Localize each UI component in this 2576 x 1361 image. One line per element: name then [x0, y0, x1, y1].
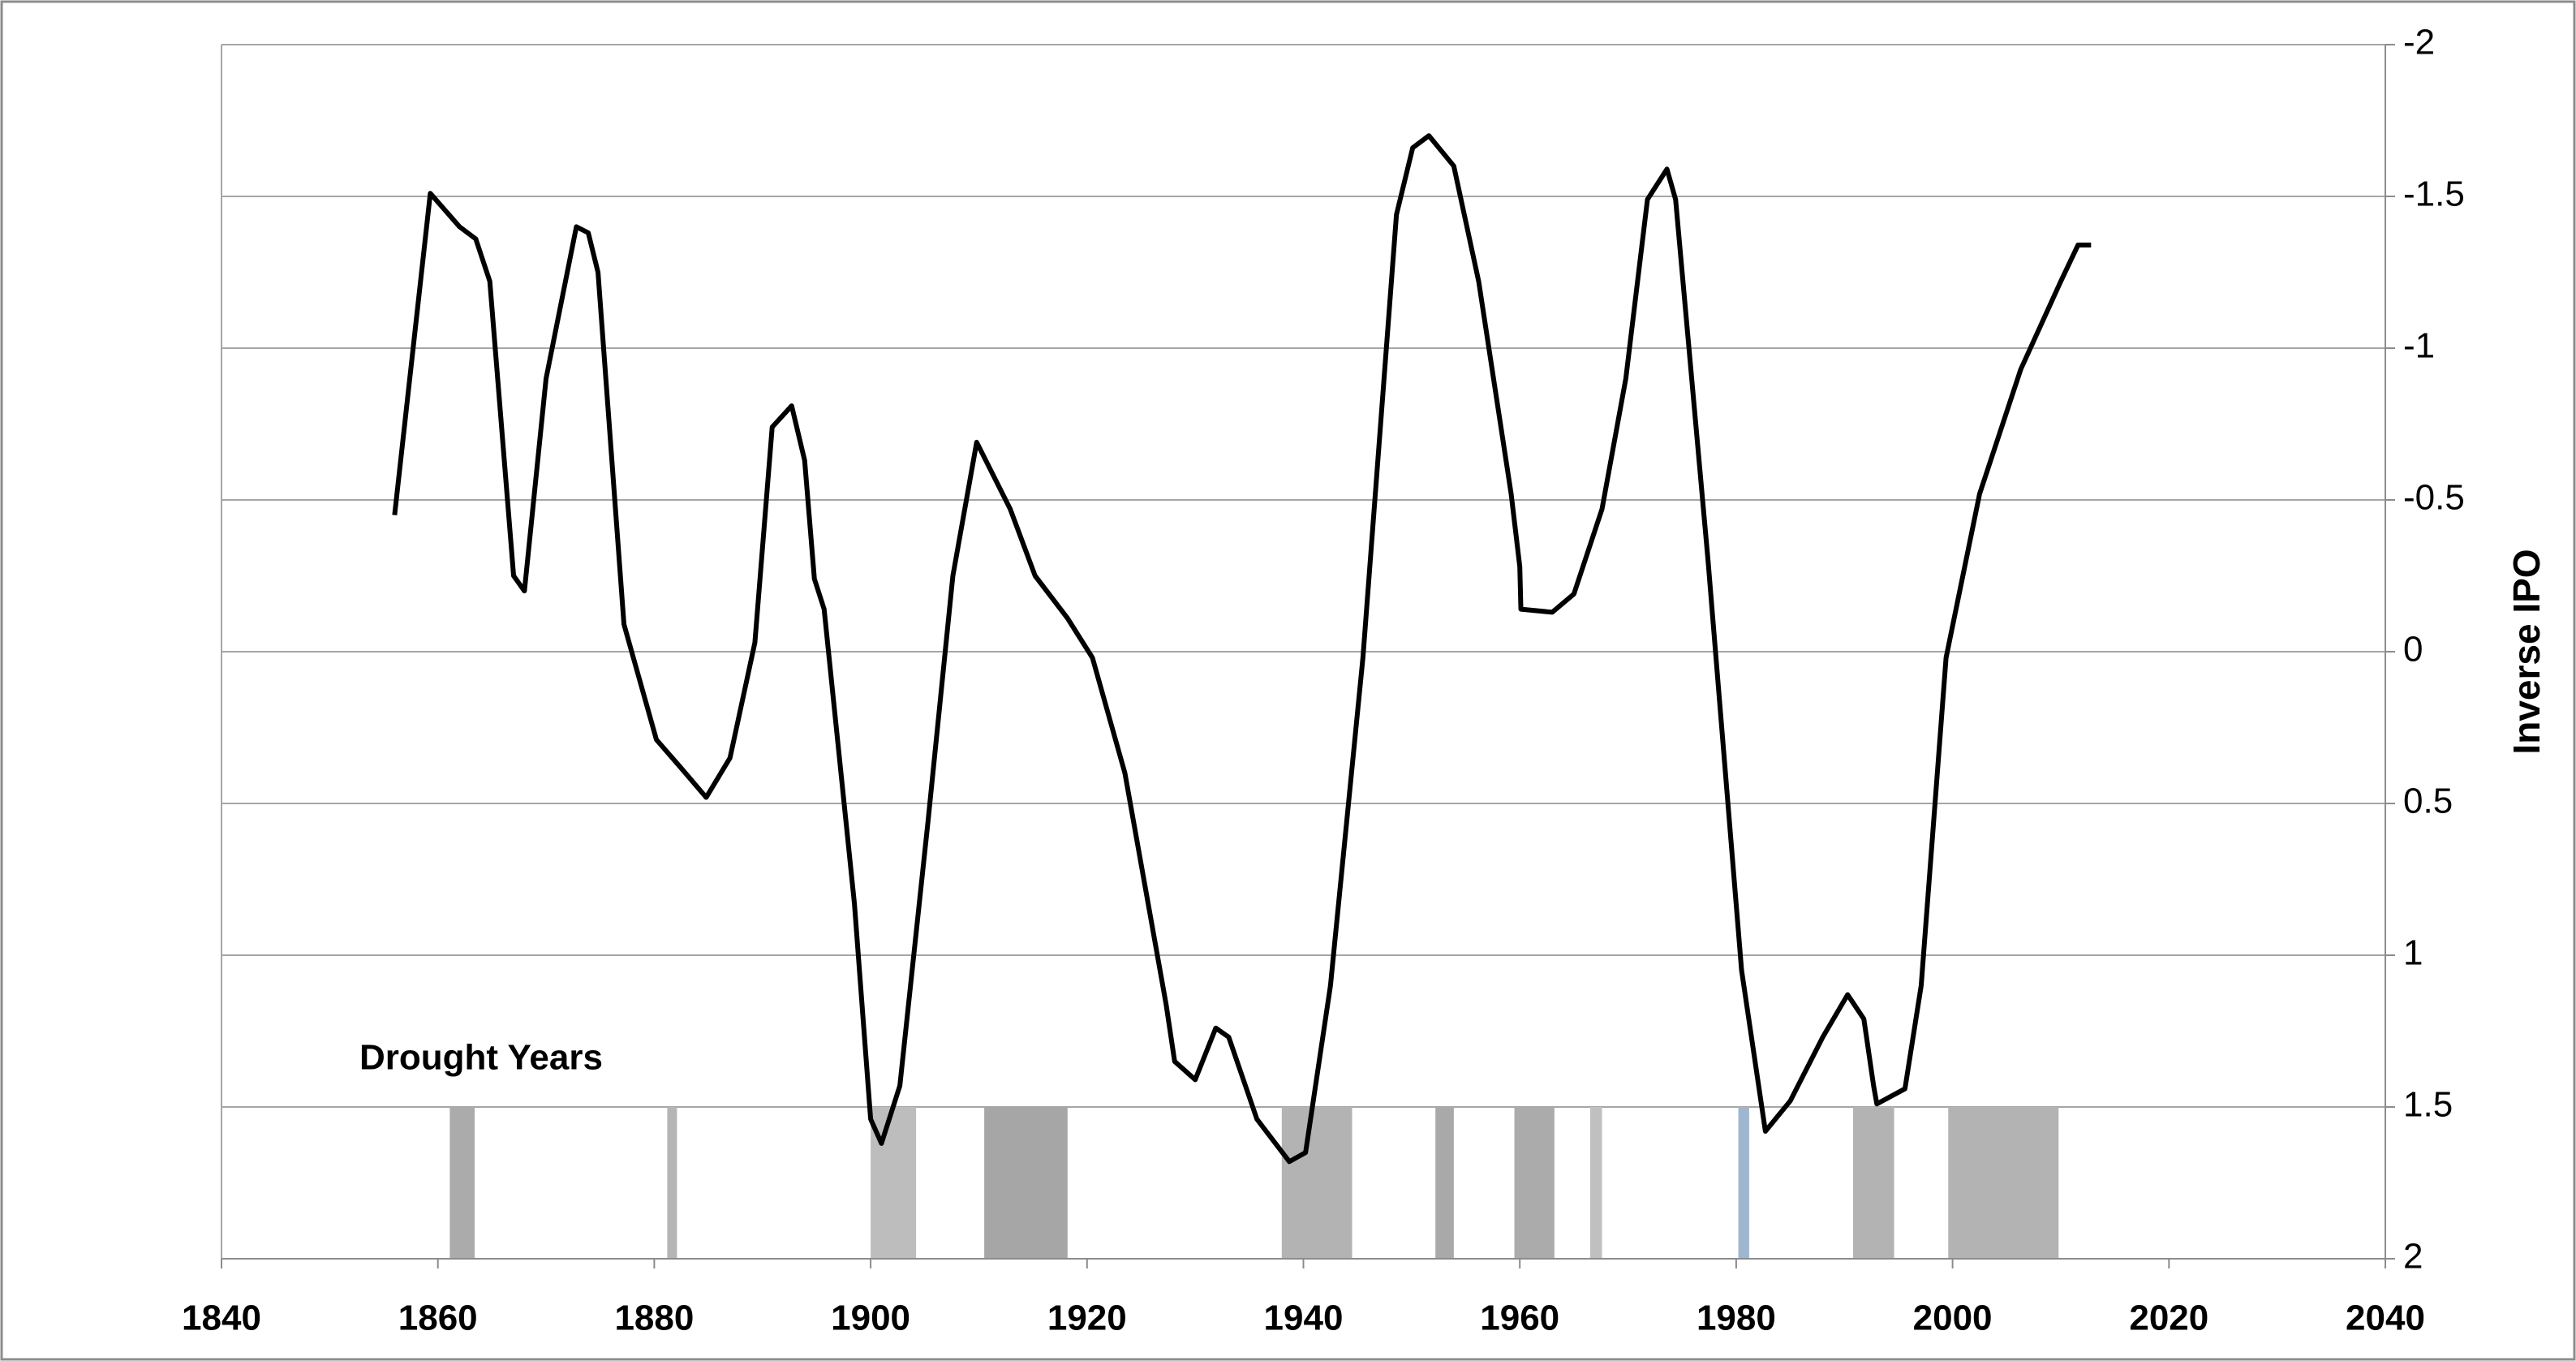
x-tick-label: 2040 — [2346, 1299, 2425, 1338]
x-tick-label: 1960 — [1480, 1299, 1559, 1338]
drought-bar — [449, 1107, 475, 1259]
y-tick-label: 0 — [2403, 630, 2423, 670]
drought-bar — [667, 1107, 677, 1259]
x-tick-label: 1920 — [1047, 1299, 1127, 1338]
x-tick-label: 2000 — [1913, 1299, 1993, 1338]
drought-bar — [1435, 1107, 1454, 1259]
data-line — [392, 133, 2092, 1165]
x-tick-label: 1840 — [182, 1299, 261, 1338]
annotation: Drought Years — [359, 1038, 603, 1078]
y-tick-label: 2 — [2403, 1237, 2423, 1277]
y-tick-label: 0.5 — [2403, 782, 2453, 821]
x-tick-label: 2020 — [2129, 1299, 2208, 1338]
x-tick-label: 1880 — [614, 1299, 694, 1338]
y-tick-label: -1 — [2403, 326, 2435, 366]
drought-bar — [1589, 1107, 1602, 1259]
drought-bar — [984, 1107, 1068, 1259]
drought-bar — [1514, 1107, 1555, 1259]
y-tick-label: -0.5 — [2403, 478, 2465, 518]
x-tick-label: 1900 — [831, 1299, 910, 1338]
x-tick-label: 1860 — [398, 1299, 478, 1338]
drought-bar — [1281, 1107, 1353, 1259]
drought-bar — [1852, 1107, 1894, 1259]
x-tick-label: 1940 — [1264, 1299, 1344, 1338]
y-tick-label: -1.5 — [2403, 174, 2465, 214]
y-tick-label: -2 — [2403, 23, 2435, 62]
drought-bar — [1738, 1107, 1749, 1259]
drought-bar — [1948, 1107, 2059, 1259]
y-axis-title: Inverse IPO — [2505, 549, 2548, 754]
y-tick-label: 1 — [2403, 933, 2423, 973]
y-tick-label: 1.5 — [2403, 1085, 2453, 1125]
x-tick-label: 1980 — [1697, 1299, 1776, 1338]
